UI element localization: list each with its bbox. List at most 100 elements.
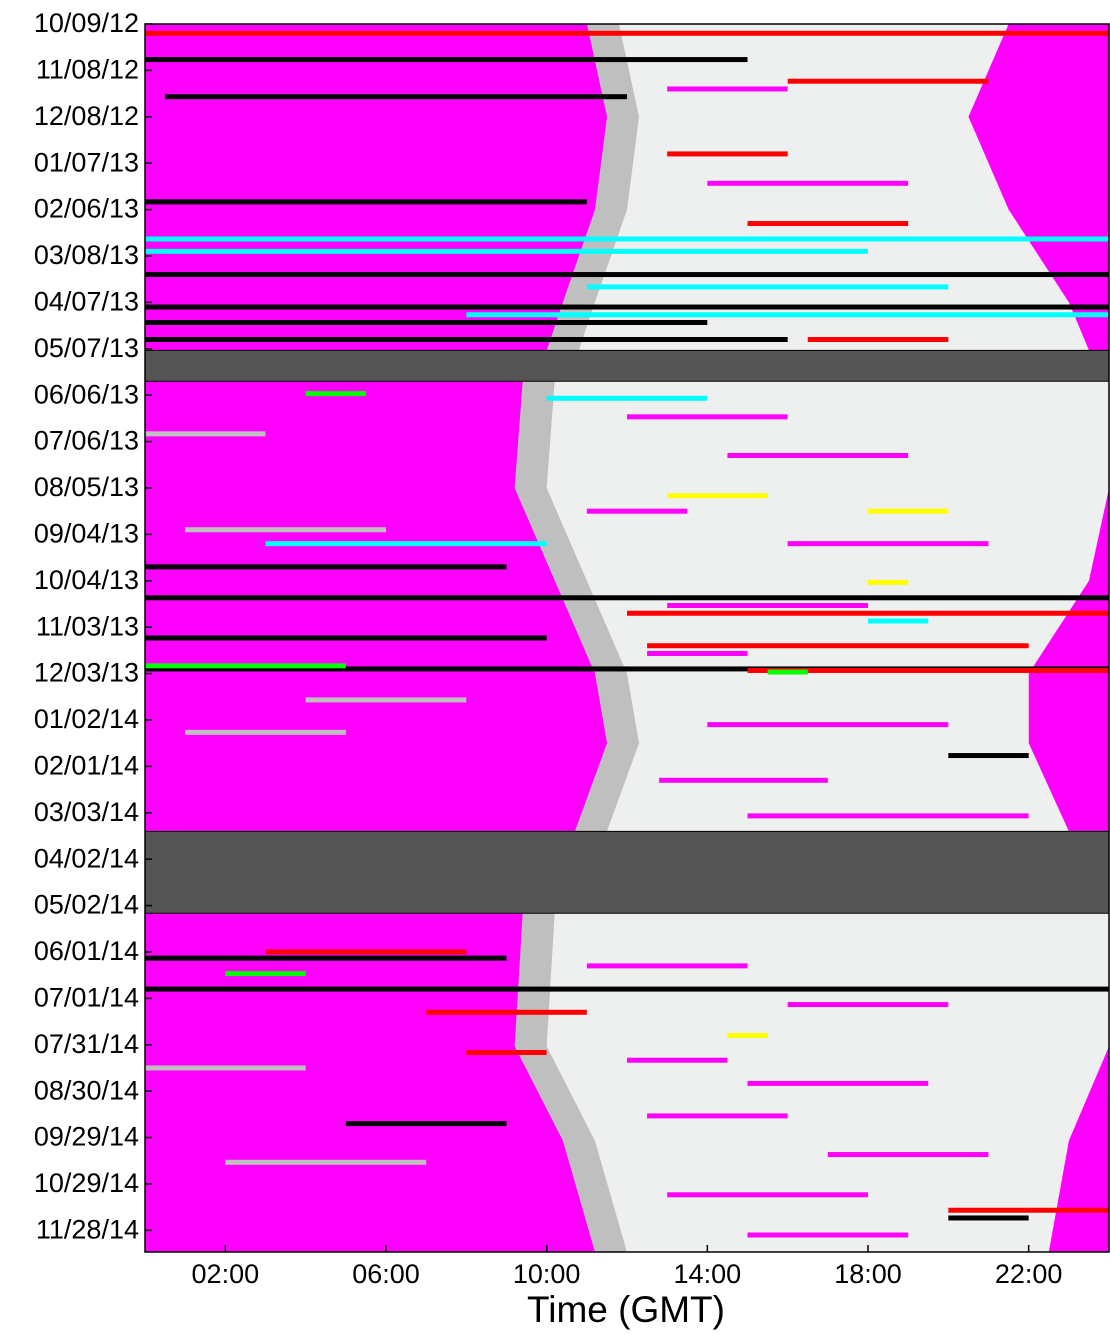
activity-segment	[667, 86, 788, 92]
y-tick-label: 01/07/13	[34, 147, 139, 177]
activity-segment	[747, 1080, 929, 1086]
y-tick-label: 12/03/13	[34, 658, 139, 688]
activity-segment	[145, 236, 1109, 242]
y-tick-label: 10/04/13	[34, 565, 139, 595]
activity-segment	[627, 610, 1109, 616]
y-tick-label: 08/30/14	[34, 1075, 139, 1105]
activity-segment	[345, 1121, 507, 1127]
activity-segment	[667, 151, 788, 157]
activity-segment	[265, 541, 547, 547]
y-tick-label: 12/08/12	[34, 101, 139, 131]
activity-segment	[647, 650, 748, 656]
y-tick-label: 10/09/12	[34, 8, 139, 38]
y-tick-label: 03/08/13	[34, 240, 139, 270]
x-tick-label: 10:00	[513, 1259, 581, 1289]
y-tick-label: 11/28/14	[36, 1214, 139, 1244]
activity-segment	[145, 666, 1109, 672]
activity-segment	[145, 564, 507, 570]
activity-segment	[145, 304, 1109, 310]
y-tick-label: 07/31/14	[34, 1029, 139, 1059]
x-tick-label: 18:00	[834, 1259, 902, 1289]
activity-segment	[787, 1002, 949, 1008]
activity-segment	[466, 1049, 547, 1055]
activity-segment	[747, 667, 1109, 673]
activity-segment	[145, 431, 266, 437]
activity-segment	[667, 493, 768, 499]
data-gap	[145, 831, 1109, 914]
activity-segment	[586, 963, 748, 969]
activity-segment	[145, 955, 507, 961]
y-tick-label: 11/08/12	[36, 55, 139, 85]
activity-segment	[767, 669, 808, 675]
activity-segment	[787, 541, 989, 547]
activity-segment	[707, 180, 909, 186]
y-tick-label: 02/01/14	[34, 750, 139, 780]
y-tick-label: 04/07/13	[34, 287, 139, 317]
activity-segment	[586, 508, 688, 514]
activity-segment	[145, 30, 1109, 36]
y-tick-label: 07/01/14	[34, 982, 139, 1012]
activity-segment	[727, 1032, 768, 1038]
activity-segment	[827, 1152, 989, 1158]
activity-segment	[807, 337, 949, 343]
x-tick-label: 14:00	[674, 1259, 742, 1289]
activity-segment	[145, 595, 1109, 601]
plot-frame	[144, 23, 1110, 1253]
activity-segment	[868, 579, 909, 585]
activity-segment	[667, 1192, 868, 1198]
activity-segment	[727, 453, 909, 459]
activity-segment	[659, 777, 828, 783]
data-gap	[145, 350, 1109, 382]
y-tick-label: 05/02/14	[34, 890, 139, 920]
y-tick-label: 03/03/14	[34, 797, 139, 827]
x-tick-label: 22:00	[995, 1259, 1063, 1289]
activity-segment	[647, 643, 1029, 649]
y-tick-label: 11/03/13	[36, 611, 139, 641]
activity-segment	[948, 1207, 1109, 1213]
y-tick-label: 04/02/14	[34, 843, 139, 873]
activity-segment	[627, 1057, 728, 1063]
activity-segment	[426, 1009, 587, 1015]
activity-segment	[948, 753, 1029, 759]
y-tick-label: 06/01/14	[34, 936, 139, 966]
activity-segment	[185, 729, 346, 735]
y-tick-label: 09/29/14	[34, 1122, 139, 1152]
y-tick-label: 09/04/13	[34, 519, 139, 549]
activity-segment	[787, 78, 989, 84]
activity-segment	[948, 1215, 1029, 1221]
activity-segment	[145, 319, 708, 325]
y-tick-label: 07/06/13	[34, 426, 139, 456]
activity-segment	[627, 414, 788, 420]
daylight-region	[578, 24, 1089, 351]
activity-segment	[185, 527, 386, 533]
activity-segment	[868, 508, 949, 514]
activity-segment	[145, 986, 1109, 992]
activity-segment	[265, 949, 467, 955]
activity-segment	[225, 1159, 427, 1165]
plot-area	[145, 24, 1109, 1252]
activity-segment	[305, 391, 366, 397]
activity-segment	[747, 221, 909, 227]
activity-segment	[145, 337, 788, 343]
activity-segment	[145, 57, 748, 63]
y-tick-label: 08/05/13	[34, 472, 139, 502]
y-tick-label: 05/07/13	[34, 333, 139, 363]
activity-segment	[145, 199, 587, 205]
activity-segment	[145, 1065, 306, 1071]
x-tick-label: 02:00	[192, 1259, 260, 1289]
y-tick-label: 06/06/13	[34, 379, 139, 409]
activity-segment	[145, 272, 1109, 278]
activity-segment	[305, 697, 467, 703]
activity-segment	[225, 971, 306, 977]
activity-segment	[165, 94, 628, 100]
x-axis-label: Time (GMT)	[527, 1289, 725, 1330]
activity-segment	[868, 618, 929, 624]
x-tick-label: 06:00	[352, 1259, 420, 1289]
y-tick-label: 10/29/14	[34, 1168, 139, 1198]
activity-segment	[145, 663, 346, 669]
activity-segment	[145, 635, 547, 641]
activity-segment	[145, 248, 868, 254]
activity-segment	[586, 284, 949, 290]
activity-segment	[647, 1113, 788, 1119]
